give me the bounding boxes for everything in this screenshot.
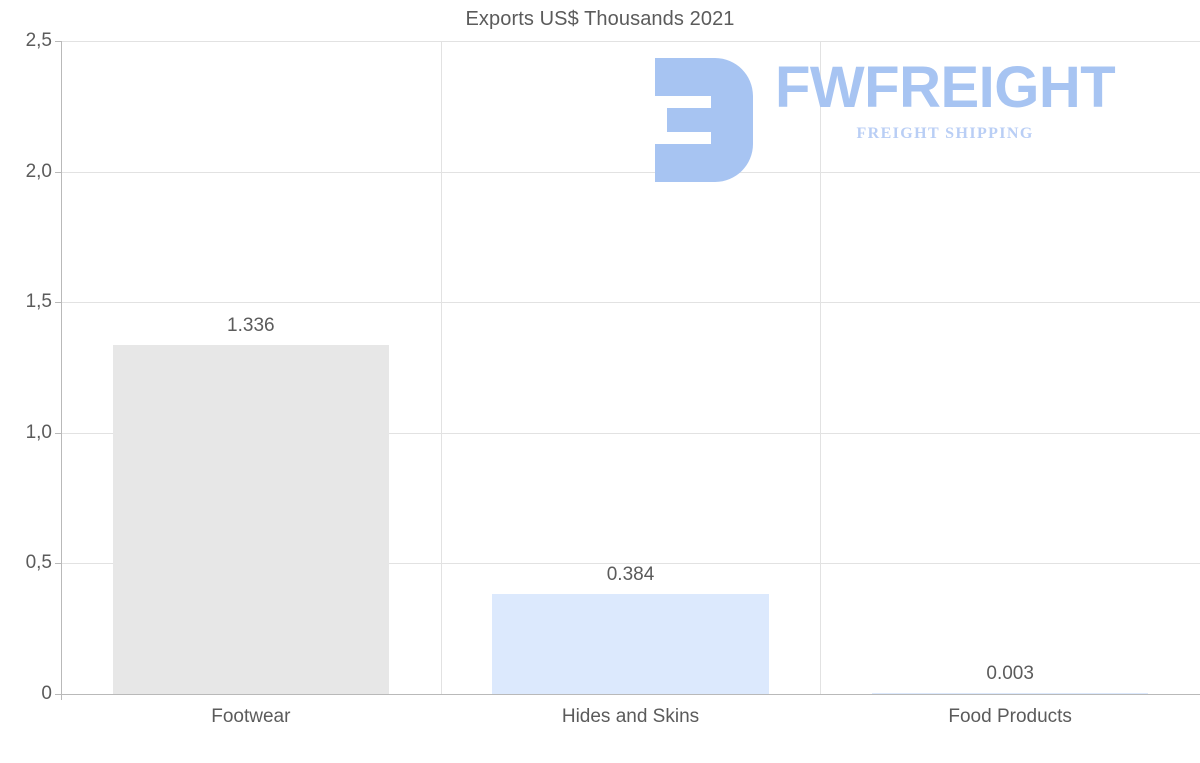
gridline-horizontal — [61, 302, 1200, 304]
y-axis-tick-label: 0 — [41, 683, 52, 704]
y-axis-tick-mark — [55, 41, 62, 42]
y-axis-tick-mark — [55, 563, 62, 565]
y-axis-line — [61, 41, 62, 700]
bar-value-label: 0.003 — [986, 663, 1034, 685]
y-axis-tick-label: 2,0 — [25, 160, 52, 182]
gridline-horizontal — [61, 563, 1200, 565]
bar-value-label: 0.384 — [606, 563, 655, 585]
x-axis-category-label: Footwear — [211, 706, 291, 727]
x-axis-category-label: Hides and Skins — [561, 706, 700, 727]
gridline-horizontal — [61, 171, 1200, 173]
bar-value-label: 1.336 — [227, 315, 275, 337]
y-axis-tick-mark — [55, 432, 62, 434]
bar[interactable] — [492, 593, 769, 694]
y-axis-tick-label: 1,0 — [25, 421, 52, 443]
y-axis-tick-label: 1,5 — [25, 291, 52, 313]
x-axis-category-label: Food Products — [948, 706, 1072, 727]
chart-title: Exports US$ Thousands 2021 — [465, 8, 735, 30]
gridline-horizontal — [61, 41, 1200, 42]
y-axis-tick-label: 2,5 — [25, 30, 52, 51]
y-axis-tick-mark — [55, 302, 62, 304]
plot-area — [61, 41, 1200, 694]
bar[interactable] — [872, 693, 1149, 694]
y-axis-tick-mark — [55, 171, 62, 173]
x-axis-line — [55, 694, 1200, 695]
bar[interactable] — [112, 345, 389, 694]
gridline-category-separator — [820, 41, 821, 694]
y-axis-tick-mark — [55, 694, 62, 695]
y-axis-tick-label: 0,5 — [25, 552, 52, 574]
gridline-horizontal — [61, 432, 1200, 434]
gridline-category-separator — [441, 41, 442, 694]
